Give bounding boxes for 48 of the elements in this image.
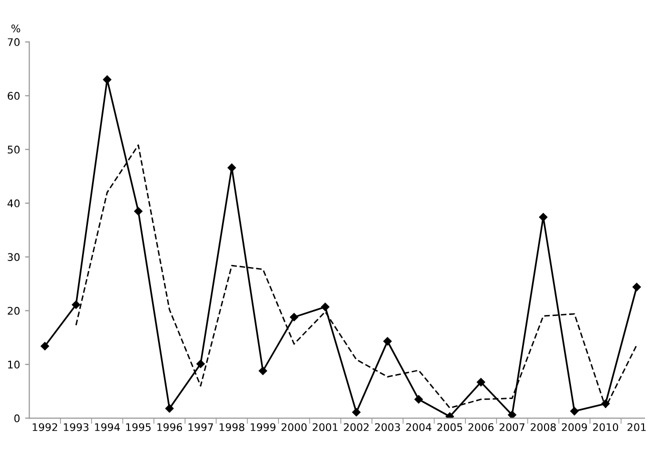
x-tick-label: 2001	[312, 423, 338, 432]
x-tick-label: 2007	[500, 423, 524, 432]
y-tick-label: 60	[8, 92, 20, 100]
point	[352, 408, 360, 416]
y-tick-label: 70	[8, 38, 20, 46]
y-axis-title: %	[11, 24, 20, 32]
x-tick-label: 2003	[375, 423, 400, 432]
point	[539, 213, 548, 222]
point	[321, 302, 330, 312]
point	[196, 360, 205, 368]
x-tick-label: 1994	[95, 423, 120, 432]
x-tick-label: 2004	[406, 423, 432, 432]
x-tick-label: 2000	[282, 423, 307, 432]
point	[570, 407, 579, 416]
y-tick-label: 40	[8, 199, 20, 208]
point	[632, 282, 641, 292]
y-tick-label: 30	[8, 253, 20, 262]
y-tick-label: 50	[8, 146, 20, 154]
point	[290, 312, 298, 322]
point	[414, 395, 423, 404]
x-tick-label: 2002	[344, 423, 369, 432]
point	[165, 404, 174, 413]
x-tick-label: 2005	[437, 423, 462, 432]
point	[258, 366, 268, 375]
x-tick-label: 201	[628, 423, 646, 432]
x-tick-label: 1992	[32, 423, 58, 432]
x-tick-label: 1996	[157, 423, 182, 432]
point	[72, 300, 80, 309]
point	[476, 378, 486, 386]
x-tick-label: 1997	[188, 423, 213, 432]
y-tick-label: 10	[8, 360, 20, 369]
point	[40, 342, 49, 350]
x-tick-label: 2009	[562, 423, 587, 432]
point	[103, 75, 112, 84]
x-tick-label: 1999	[250, 423, 276, 432]
point	[508, 410, 516, 418]
x-tick-label: 2008	[530, 423, 556, 432]
y-tick-label: 20	[8, 306, 20, 315]
point	[228, 164, 236, 172]
point	[134, 207, 142, 216]
x-tick-label: 1993	[64, 423, 88, 432]
x-tick-label: 2006	[468, 423, 494, 432]
x-tick-label: 1998	[220, 423, 244, 432]
point	[383, 337, 392, 346]
x-tick-label: 1995	[126, 423, 151, 432]
y-tick-label: 0	[14, 414, 20, 422]
point	[446, 412, 454, 418]
x-tick-label: 2010	[593, 423, 618, 432]
